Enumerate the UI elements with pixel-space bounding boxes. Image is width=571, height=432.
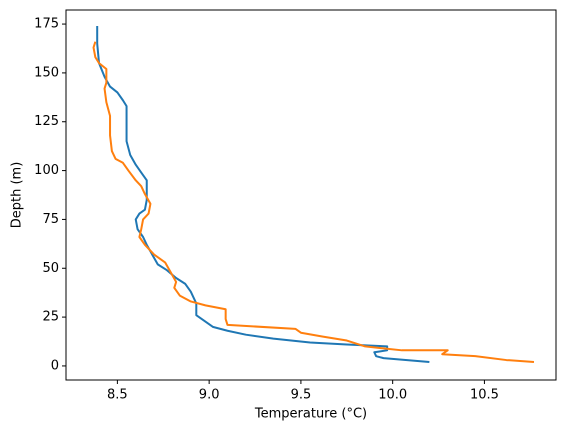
plot-frame [65,9,557,381]
y-tick-label: 25 [42,310,59,325]
x-tick-label: 9.5 [291,388,312,403]
x-tick-label: 8.5 [107,388,128,403]
data-line [96,26,430,364]
y-tick-label: 0 [51,358,59,373]
x-tick-label: 10.5 [470,388,499,403]
y-axis-label: Depth (m) [10,162,25,229]
x-tick-label: 10.0 [378,388,407,403]
y-tick-label: 125 [34,114,59,129]
y-tick-label: 50 [42,261,59,276]
y-tick-label: 175 [34,17,59,32]
y-tick-label: 100 [34,163,59,178]
x-axis-label: Temperature (°C) [254,407,367,422]
y-tick-label: 150 [34,65,59,80]
y-tick-label: 75 [42,212,59,227]
x-tick-label: 9.0 [199,388,220,403]
data-line [92,41,535,364]
